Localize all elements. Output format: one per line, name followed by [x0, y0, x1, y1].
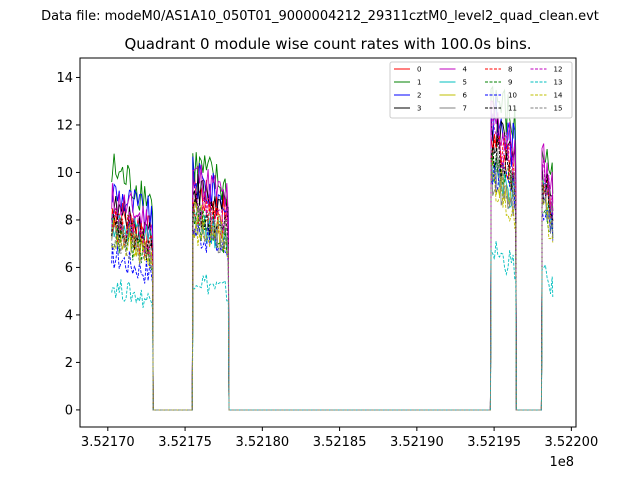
legend-label-14: 14 [554, 92, 563, 100]
legend-label-7: 7 [463, 105, 467, 113]
series-line-13 [111, 241, 554, 411]
legend-label-10: 10 [508, 92, 517, 100]
x-axis: 3.52170 3.52175 3.52180 3.52185 3.52190 3.521… [81, 427, 598, 450]
y-tick-label: 4 [65, 308, 73, 323]
legend-label-8: 8 [508, 66, 512, 74]
x-offset-label: 1e8 [549, 455, 574, 470]
legend-label-4: 4 [463, 66, 468, 74]
series-line-14 [111, 171, 554, 411]
plot-frame [79, 57, 577, 428]
series-line-8 [111, 135, 554, 411]
series-line-12 [111, 113, 554, 411]
legend-label-15: 15 [554, 105, 563, 113]
y-tick-label: 2 [65, 356, 73, 371]
x-tick-label: 3.52190 [390, 435, 444, 450]
series-line-15 [111, 151, 554, 411]
x-tick-label: 3.52175 [158, 435, 212, 450]
x-tick-label: 3.52195 [467, 435, 521, 450]
series-lines [111, 85, 554, 411]
series-line-2 [111, 96, 553, 411]
y-tick-label: 0 [65, 403, 73, 418]
y-axis: 0 2 4 6 8 10 12 14 [56, 71, 80, 418]
legend-label-9: 9 [508, 79, 512, 87]
legend-label-2: 2 [417, 92, 421, 100]
y-tick-label: 8 [65, 213, 73, 228]
x-tick-label: 3.52200 [544, 435, 598, 450]
x-tick-label: 3.52180 [235, 435, 289, 450]
chart-title: Quadrant 0 module wise count rates with … [124, 35, 531, 53]
legend-label-12: 12 [554, 66, 563, 74]
legend-label-3: 3 [417, 105, 421, 113]
series-line-3 [111, 113, 554, 411]
y-tick-label: 14 [56, 71, 73, 86]
chart-suptitle: Data file: modeM0/AS1A10_050T01_90000042… [41, 9, 599, 24]
legend-label-6: 6 [463, 92, 468, 100]
x-tick-label: 3.52170 [81, 435, 135, 450]
legend-label-13: 13 [554, 79, 563, 87]
legend-label-1: 1 [417, 79, 421, 87]
x-tick-label: 3.52185 [313, 435, 367, 450]
y-tick-label: 12 [56, 118, 73, 133]
legend-label-11: 11 [508, 105, 517, 113]
legend-label-0: 0 [417, 66, 421, 74]
y-tick-label: 10 [56, 166, 73, 181]
y-tick-label: 6 [65, 261, 73, 276]
legend-label-5: 5 [463, 79, 467, 87]
legend-box [389, 61, 573, 119]
